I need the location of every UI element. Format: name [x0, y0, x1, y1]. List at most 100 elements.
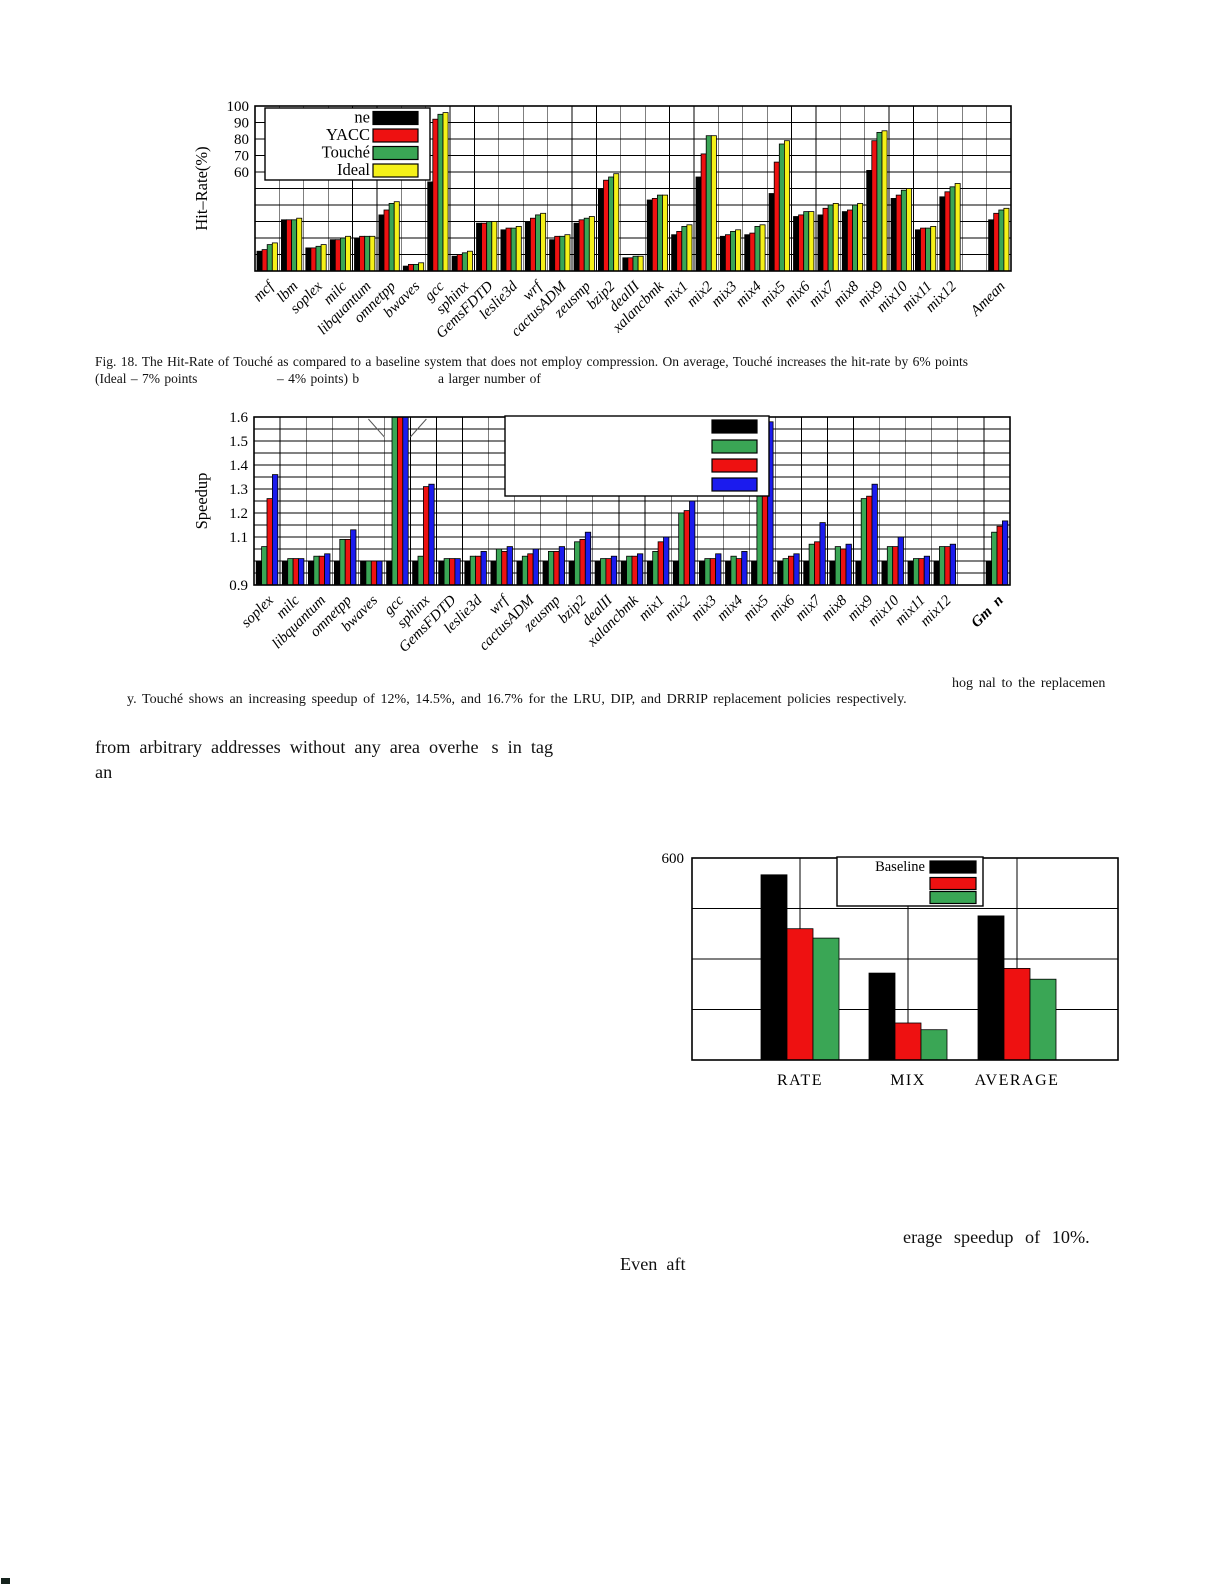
- bar-milc-YACC: [334, 239, 341, 272]
- bar-wrf-series-blue: [506, 546, 513, 586]
- bar-mix2-Ideal: [710, 135, 717, 272]
- bar-xalancbmk-series-black: [620, 560, 628, 586]
- legend-swatch-ne: [372, 110, 419, 126]
- x-tick-label: mix7: [792, 591, 825, 624]
- bar-omnetpp-Touché: [388, 203, 395, 272]
- bar-sphinx-YACC: [456, 254, 463, 272]
- bar-GemsFDTD-series-green: [443, 558, 450, 586]
- bar-libquantum-series-black: [308, 560, 315, 586]
- bar-RATE-series-red: [786, 928, 814, 1061]
- y-tick-label: 60: [234, 165, 249, 181]
- y-tick-label: 1.1: [229, 530, 248, 546]
- bar-mix7-Ideal: [832, 203, 839, 272]
- bar-MIX-series-green: [920, 1029, 948, 1061]
- x-tick-label: mix1: [636, 593, 668, 625]
- body-paragraph-line1: from arbitrary addresses without any are…: [95, 737, 553, 758]
- bar-dealII-series-green: [600, 558, 607, 586]
- bar-mix5-YACC: [773, 161, 780, 272]
- bar-mix6-series-green: [782, 558, 789, 586]
- bar-mix11-series-red: [918, 558, 925, 586]
- bar-Gm n-series-red: [996, 525, 1003, 586]
- bar-omnetpp-series-blue: [350, 529, 357, 586]
- bar-bzip2-series-red: [579, 538, 586, 586]
- y-tick-label: 1.6: [229, 410, 248, 426]
- bar-bwaves-Ideal: [418, 262, 425, 272]
- bar-mcf-Ideal: [271, 242, 278, 272]
- bar-AVERAGE-Baseline: [977, 915, 1005, 1061]
- bar-mix12-YACC: [944, 191, 951, 272]
- bar-mix4-Ideal: [759, 224, 766, 272]
- bar-GemsFDTD-ne: [476, 222, 482, 272]
- bar-xalancbmk-Ideal: [662, 194, 668, 272]
- bar-bwaves-series-black: [360, 560, 367, 586]
- bar-MIX-series-red: [894, 1022, 922, 1061]
- bar-omnetpp-series-red: [344, 538, 351, 586]
- bar-mix9-series-black: [855, 560, 862, 586]
- bar-zeusmp-ne: [573, 222, 580, 272]
- bar-gcc-series-black: [386, 560, 393, 586]
- y-tick-label: 70: [234, 149, 249, 165]
- bars: [256, 112, 1010, 272]
- bar-bzip2-YACC: [603, 179, 609, 272]
- bar-mix6-ne: [793, 216, 799, 272]
- fig18-caption-line1: Fig. 18. The Hit-Rate of Touché as compa…: [95, 354, 969, 369]
- bar-mix3-series-blue: [715, 553, 722, 586]
- bar-libquantum-YACC: [359, 235, 366, 272]
- legend-label: Touché: [322, 143, 370, 162]
- legend-label: Ideal: [337, 160, 370, 179]
- bar-mix7-ne: [817, 214, 824, 272]
- hit-rate-chart: mcflbmsoplexmilclibquantumomnetppbwavesg…: [192, 99, 1012, 342]
- bar-mix8-YACC: [847, 209, 853, 272]
- y-axis-title: Hit–Rate(%): [192, 146, 211, 230]
- bar-mcf-YACC: [261, 249, 268, 272]
- bar-mix1-series-black: [646, 560, 654, 586]
- bar-lbm-YACC: [286, 219, 292, 272]
- bar-sphinx-series-blue: [428, 483, 435, 586]
- bar-mix4-YACC: [749, 232, 756, 272]
- bar-mix9-series-red: [866, 495, 873, 586]
- bar-mix7-YACC: [822, 207, 829, 272]
- bar-zeusmp-YACC: [578, 219, 585, 272]
- y-tick-label: 0.9: [229, 578, 248, 594]
- bar-cactusADM-YACC: [554, 235, 561, 272]
- bar-lbm-Ideal: [296, 217, 303, 272]
- x-tick-label: mix8: [830, 278, 862, 310]
- bar-mix1-series-green: [652, 550, 659, 586]
- bar-mix12-series-black: [933, 560, 940, 586]
- bar-leslie3d-YACC: [505, 227, 512, 272]
- bar-Gm n-series-black: [985, 560, 993, 586]
- bar-sphinx-Touché: [461, 252, 468, 272]
- bar-milc-Ideal: [345, 235, 351, 272]
- body-line1-part-a: from arbitrary addresses without any are…: [95, 737, 479, 757]
- bar-soplex-series-red: [266, 498, 273, 586]
- bar-mix2-series-green: [678, 512, 685, 586]
- bar-mix12-series-green: [939, 546, 946, 586]
- bar-mix5-Touché: [778, 143, 785, 272]
- bar-leslie3d-Touché: [510, 227, 517, 272]
- x-tick-label: mix8: [818, 592, 850, 624]
- bar-dealII-YACC: [627, 257, 634, 272]
- y-tick-label: 1.5: [229, 434, 248, 450]
- bar-zeusmp-series-green: [547, 550, 555, 586]
- bar-milc-series-blue: [298, 558, 305, 586]
- bar-cactusADM-series-blue: [532, 548, 539, 586]
- bar-xalancbmk-series-green: [626, 555, 633, 586]
- bar-zeusmp-series-blue: [558, 546, 566, 586]
- y-tick-label: 600: [662, 851, 685, 867]
- bar-bzip2-ne: [597, 188, 604, 272]
- bar-mix7-series-black: [803, 560, 810, 586]
- bar-libquantum-series-green: [313, 555, 320, 586]
- bar-xalancbmk-Touché: [656, 194, 663, 272]
- bar-mix3-series-red: [709, 558, 717, 586]
- bar-RATE-series-green: [812, 937, 840, 1061]
- x-tick-label: mix12: [917, 592, 955, 630]
- bar-GemsFDTD-series-red: [449, 558, 456, 586]
- body-paragraph-line2: an: [95, 762, 113, 782]
- bar-mix1-ne: [671, 234, 678, 272]
- bar-lbm-ne: [281, 219, 287, 272]
- bar-GemsFDTD-Ideal: [491, 221, 498, 272]
- bar-mix4-series-green: [730, 555, 737, 586]
- bar-mix11-ne: [915, 229, 921, 272]
- bar-lbm-Touché: [291, 219, 298, 272]
